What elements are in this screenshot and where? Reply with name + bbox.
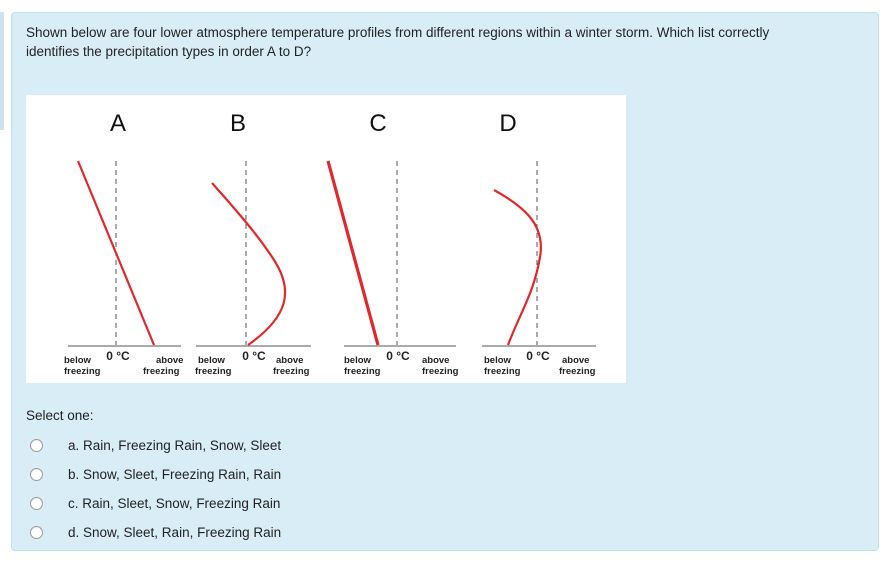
profile-a-letter: A bbox=[110, 110, 126, 137]
profile-a-below-label-2: freezing bbox=[64, 366, 101, 377]
temperature-profiles-svg: A 0 °C below freezing above freezing B 0… bbox=[64, 110, 596, 377]
left-edge-marker bbox=[0, 12, 4, 130]
option-d-radio[interactable] bbox=[30, 526, 43, 539]
profile-d: D 0 °C below freezing above freezing bbox=[482, 110, 596, 377]
option-d-label[interactable]: d. Snow, Sleet, Rain, Freezing Rain bbox=[68, 525, 282, 540]
profile-c-below-label-1: below bbox=[344, 355, 372, 366]
question-panel: Shown below are four lower atmosphere te… bbox=[11, 12, 879, 551]
option-a[interactable]: a. Rain, Freezing Rain, Snow, Sleet bbox=[28, 431, 281, 460]
profile-b: B 0 °C below freezing above freezing bbox=[195, 110, 311, 377]
profile-d-zero-label: 0 °C bbox=[526, 349, 550, 363]
option-b[interactable]: b. Snow, Sleet, Freezing Rain, Rain bbox=[28, 460, 281, 489]
profile-a-zero-label: 0 °C bbox=[106, 349, 130, 363]
profile-b-below-label-1: below bbox=[198, 355, 226, 366]
option-a-label[interactable]: a. Rain, Freezing Rain, Snow, Sleet bbox=[68, 438, 282, 453]
profile-d-letter: D bbox=[499, 110, 516, 137]
answer-options: a. Rain, Freezing Rain, Snow, Sleet b. S… bbox=[28, 431, 281, 547]
profile-d-below-label-1: below bbox=[484, 355, 512, 366]
profile-d-temperature-line bbox=[493, 189, 542, 346]
profile-a-above-label-2: freezing bbox=[143, 366, 180, 377]
profile-b-above-label-2: freezing bbox=[273, 366, 310, 377]
select-one-label: Select one: bbox=[26, 408, 94, 423]
profile-a: A 0 °C below freezing above freezing bbox=[64, 110, 183, 377]
profile-c-above-label-1: above bbox=[422, 355, 449, 366]
profile-c-temperature-line bbox=[326, 160, 380, 346]
profile-d-above-label-1: above bbox=[562, 355, 589, 366]
profile-c-below-label-2: freezing bbox=[344, 366, 381, 377]
profile-c-letter: C bbox=[369, 110, 386, 137]
option-b-radio[interactable] bbox=[30, 468, 43, 481]
profile-b-below-label-2: freezing bbox=[195, 366, 232, 377]
profile-a-temperature-line bbox=[76, 160, 156, 346]
option-b-label[interactable]: b. Snow, Sleet, Freezing Rain, Rain bbox=[68, 467, 282, 482]
question-text: Shown below are four lower atmosphere te… bbox=[26, 25, 770, 59]
profile-b-temperature-line bbox=[211, 182, 287, 346]
profile-c-zero-label: 0 °C bbox=[386, 349, 410, 363]
profile-b-letter: B bbox=[230, 110, 246, 137]
profile-b-zero-label: 0 °C bbox=[242, 349, 266, 363]
option-c[interactable]: c. Rain, Sleet, Snow, Freezing Rain bbox=[28, 489, 281, 518]
profile-d-below-label-2: freezing bbox=[484, 366, 521, 377]
option-c-radio[interactable] bbox=[30, 497, 43, 510]
profile-a-above-label-1: above bbox=[156, 355, 183, 366]
profile-b-above-label-1: above bbox=[276, 355, 303, 366]
profile-c: C 0 °C below freezing above freezing bbox=[326, 110, 459, 377]
option-c-label[interactable]: c. Rain, Sleet, Snow, Freezing Rain bbox=[68, 496, 281, 511]
profile-c-above-label-2: freezing bbox=[422, 366, 459, 377]
profile-a-below-label-1: below bbox=[64, 355, 92, 366]
temperature-profiles-figure: A 0 °C below freezing above freezing B 0… bbox=[26, 95, 626, 383]
option-d[interactable]: d. Snow, Sleet, Rain, Freezing Rain bbox=[28, 518, 281, 547]
option-a-radio[interactable] bbox=[30, 439, 43, 452]
profile-d-above-label-2: freezing bbox=[559, 366, 596, 377]
